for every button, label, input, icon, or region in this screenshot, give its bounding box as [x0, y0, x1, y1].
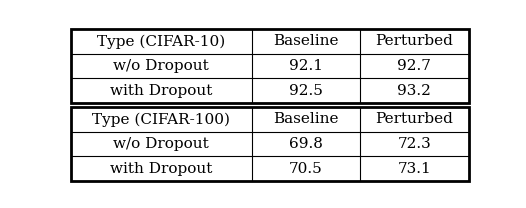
Bar [70, 107, 469, 181]
Bar [360, 107, 469, 132]
Text: with Dropout: with Dropout [110, 84, 213, 98]
Bar [70, 156, 251, 181]
Text: 92.7: 92.7 [397, 59, 431, 73]
Text: Type (CIFAR-10): Type (CIFAR-10) [97, 34, 225, 48]
Text: w/o Dropout: w/o Dropout [113, 137, 209, 151]
Bar [70, 132, 251, 156]
Bar [70, 54, 251, 78]
Bar [70, 29, 251, 54]
Bar [360, 54, 469, 78]
Bar [251, 107, 360, 132]
Bar [70, 107, 251, 132]
Text: Baseline: Baseline [273, 112, 339, 126]
Text: 92.1: 92.1 [289, 59, 323, 73]
Bar [251, 156, 360, 181]
Text: with Dropout: with Dropout [110, 162, 213, 176]
Bar [251, 29, 360, 54]
Text: 92.5: 92.5 [289, 84, 323, 98]
Text: Type (CIFAR-100): Type (CIFAR-100) [92, 112, 230, 127]
Text: 69.8: 69.8 [289, 137, 323, 151]
Text: Perturbed: Perturbed [375, 112, 453, 126]
Text: 70.5: 70.5 [289, 162, 322, 176]
Bar [251, 132, 360, 156]
Text: Perturbed: Perturbed [375, 34, 453, 48]
Bar [251, 78, 360, 103]
Bar [70, 78, 251, 103]
Bar [360, 132, 469, 156]
Bar [70, 29, 469, 103]
Bar [360, 156, 469, 181]
Text: 93.2: 93.2 [397, 84, 431, 98]
Text: Baseline: Baseline [273, 34, 339, 48]
Text: 72.3: 72.3 [397, 137, 431, 151]
Text: w/o Dropout: w/o Dropout [113, 59, 209, 73]
Bar [360, 78, 469, 103]
Bar [360, 29, 469, 54]
Bar [251, 54, 360, 78]
Text: 73.1: 73.1 [397, 162, 431, 176]
